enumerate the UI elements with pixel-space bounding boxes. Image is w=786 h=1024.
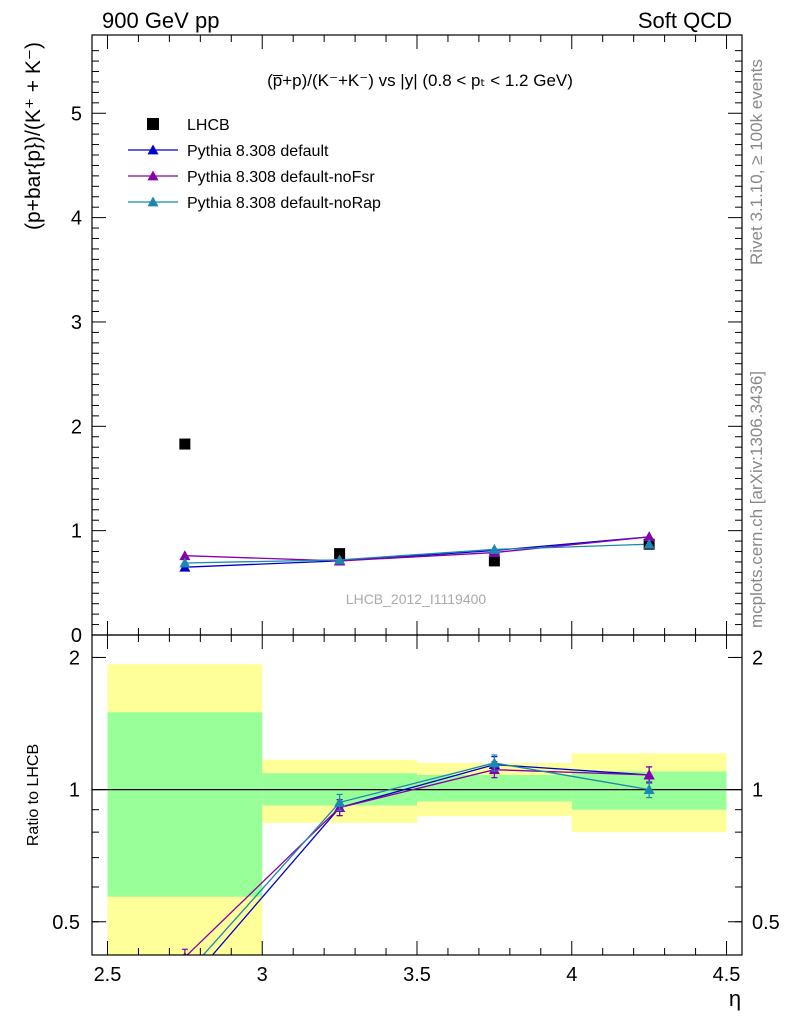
stat-uncertainty-band: [417, 774, 572, 802]
stat-uncertainty-band: [107, 712, 263, 897]
legend-entry-label: Pythia 8.308 default: [187, 143, 329, 160]
ratio-y-tick-label: 2: [69, 647, 80, 669]
ratio-data-point: [334, 796, 346, 807]
x-tick-label: 3.5: [403, 964, 431, 986]
ratio-panel: 0.5 0.5 1 1 2 2 2.5 3 3.5 4 4.5 Ratio to LHCB η: [25, 634, 780, 1011]
data-point-lhcb: [334, 548, 346, 560]
ratio-data-point: [643, 769, 655, 780]
legend-marker-lhcb: [147, 118, 159, 130]
source-label: mcplots.cern.ch [arXiv:1306.3436]: [747, 371, 766, 628]
main-y-tick-label: 1: [71, 521, 82, 543]
ratio-y-tick-label-right: 0.5: [752, 912, 780, 934]
series-line: [184, 536, 650, 568]
main-y-axis-label: (p+bar{p})/(K⁺ + K⁻): [22, 42, 45, 230]
rivet-version-label: Rivet 3.1.10, ≥ 100k events: [747, 59, 766, 265]
legend-marker-pythia: [147, 144, 159, 155]
data-point-pythia: [643, 538, 655, 549]
ratio-series-line: [211, 763, 650, 955]
data-point-pythia: [179, 550, 191, 561]
x-tick-label: 4: [566, 964, 577, 986]
x-tick-label: 2.5: [94, 964, 122, 986]
main-y-tick-label: 3: [71, 312, 82, 334]
series-line: [184, 543, 650, 564]
ratio-data-point: [488, 757, 500, 768]
x-axis-label: η: [729, 986, 741, 1011]
main-y-tick-label: 0: [71, 625, 82, 647]
main-y-tick-label: 2: [71, 416, 82, 438]
ratio-series-line: [186, 769, 650, 955]
ratio-data-point: [179, 982, 190, 992]
legend-marker-pythia: [147, 170, 159, 181]
plot-title: (p̅+p)/(K⁻+K⁻) vs |y| (0.8 < pₜ < 1.2 Ge…: [267, 71, 573, 90]
data-point-pythia: [488, 543, 500, 554]
legend-entry-label: Pythia 8.308 default-noFsr: [187, 169, 375, 186]
ratio-y-tick-label: 1: [69, 780, 80, 802]
data-point-lhcb: [488, 555, 500, 567]
data-point-pythia: [643, 531, 655, 542]
legend: LHCB Pythia 8.308 default Pythia 8.308 def…: [128, 117, 381, 212]
legend-entry-label: LHCB: [187, 117, 230, 134]
data-point-pythia: [334, 554, 346, 565]
main-y-tick-label: 5: [71, 103, 82, 125]
main-y-tick-label: 4: [71, 208, 82, 230]
legend-entry-label: Pythia 8.308 default-noRap: [187, 195, 381, 212]
legend-marker-pythia: [147, 196, 159, 207]
main-series-group: [179, 438, 655, 572]
data-point-pythia: [179, 557, 191, 568]
main-panel: 0 1 2 3 4 5 (p̅+p)/(K⁻+K⁻) vs |y| (0.8 < pₜ <…: [22, 34, 743, 647]
series-line: [184, 536, 650, 562]
ratio-data-point: [183, 951, 187, 955]
ratio-series-line: [202, 762, 650, 955]
x-tick-label: 4.5: [713, 964, 741, 986]
ratio-y-axis-label: Ratio to LHCB: [25, 744, 42, 846]
data-point-lhcb: [179, 438, 191, 450]
ratio-data-point: [179, 970, 190, 980]
analysis-watermark: LHCB_2012_I1119400: [346, 591, 487, 607]
ratio-y-tick-label-right: 2: [752, 647, 763, 669]
ratio-data-point: [643, 784, 655, 795]
x-tick-label: 3: [257, 964, 268, 986]
header-right: Soft QCD: [638, 8, 732, 33]
ratio-bands-group: [92, 664, 742, 992]
ratio-y-tick-label-right: 1: [752, 780, 763, 802]
header-left: 900 GeV pp: [102, 8, 219, 33]
ratio-y-tick-label: 0.5: [52, 912, 80, 934]
